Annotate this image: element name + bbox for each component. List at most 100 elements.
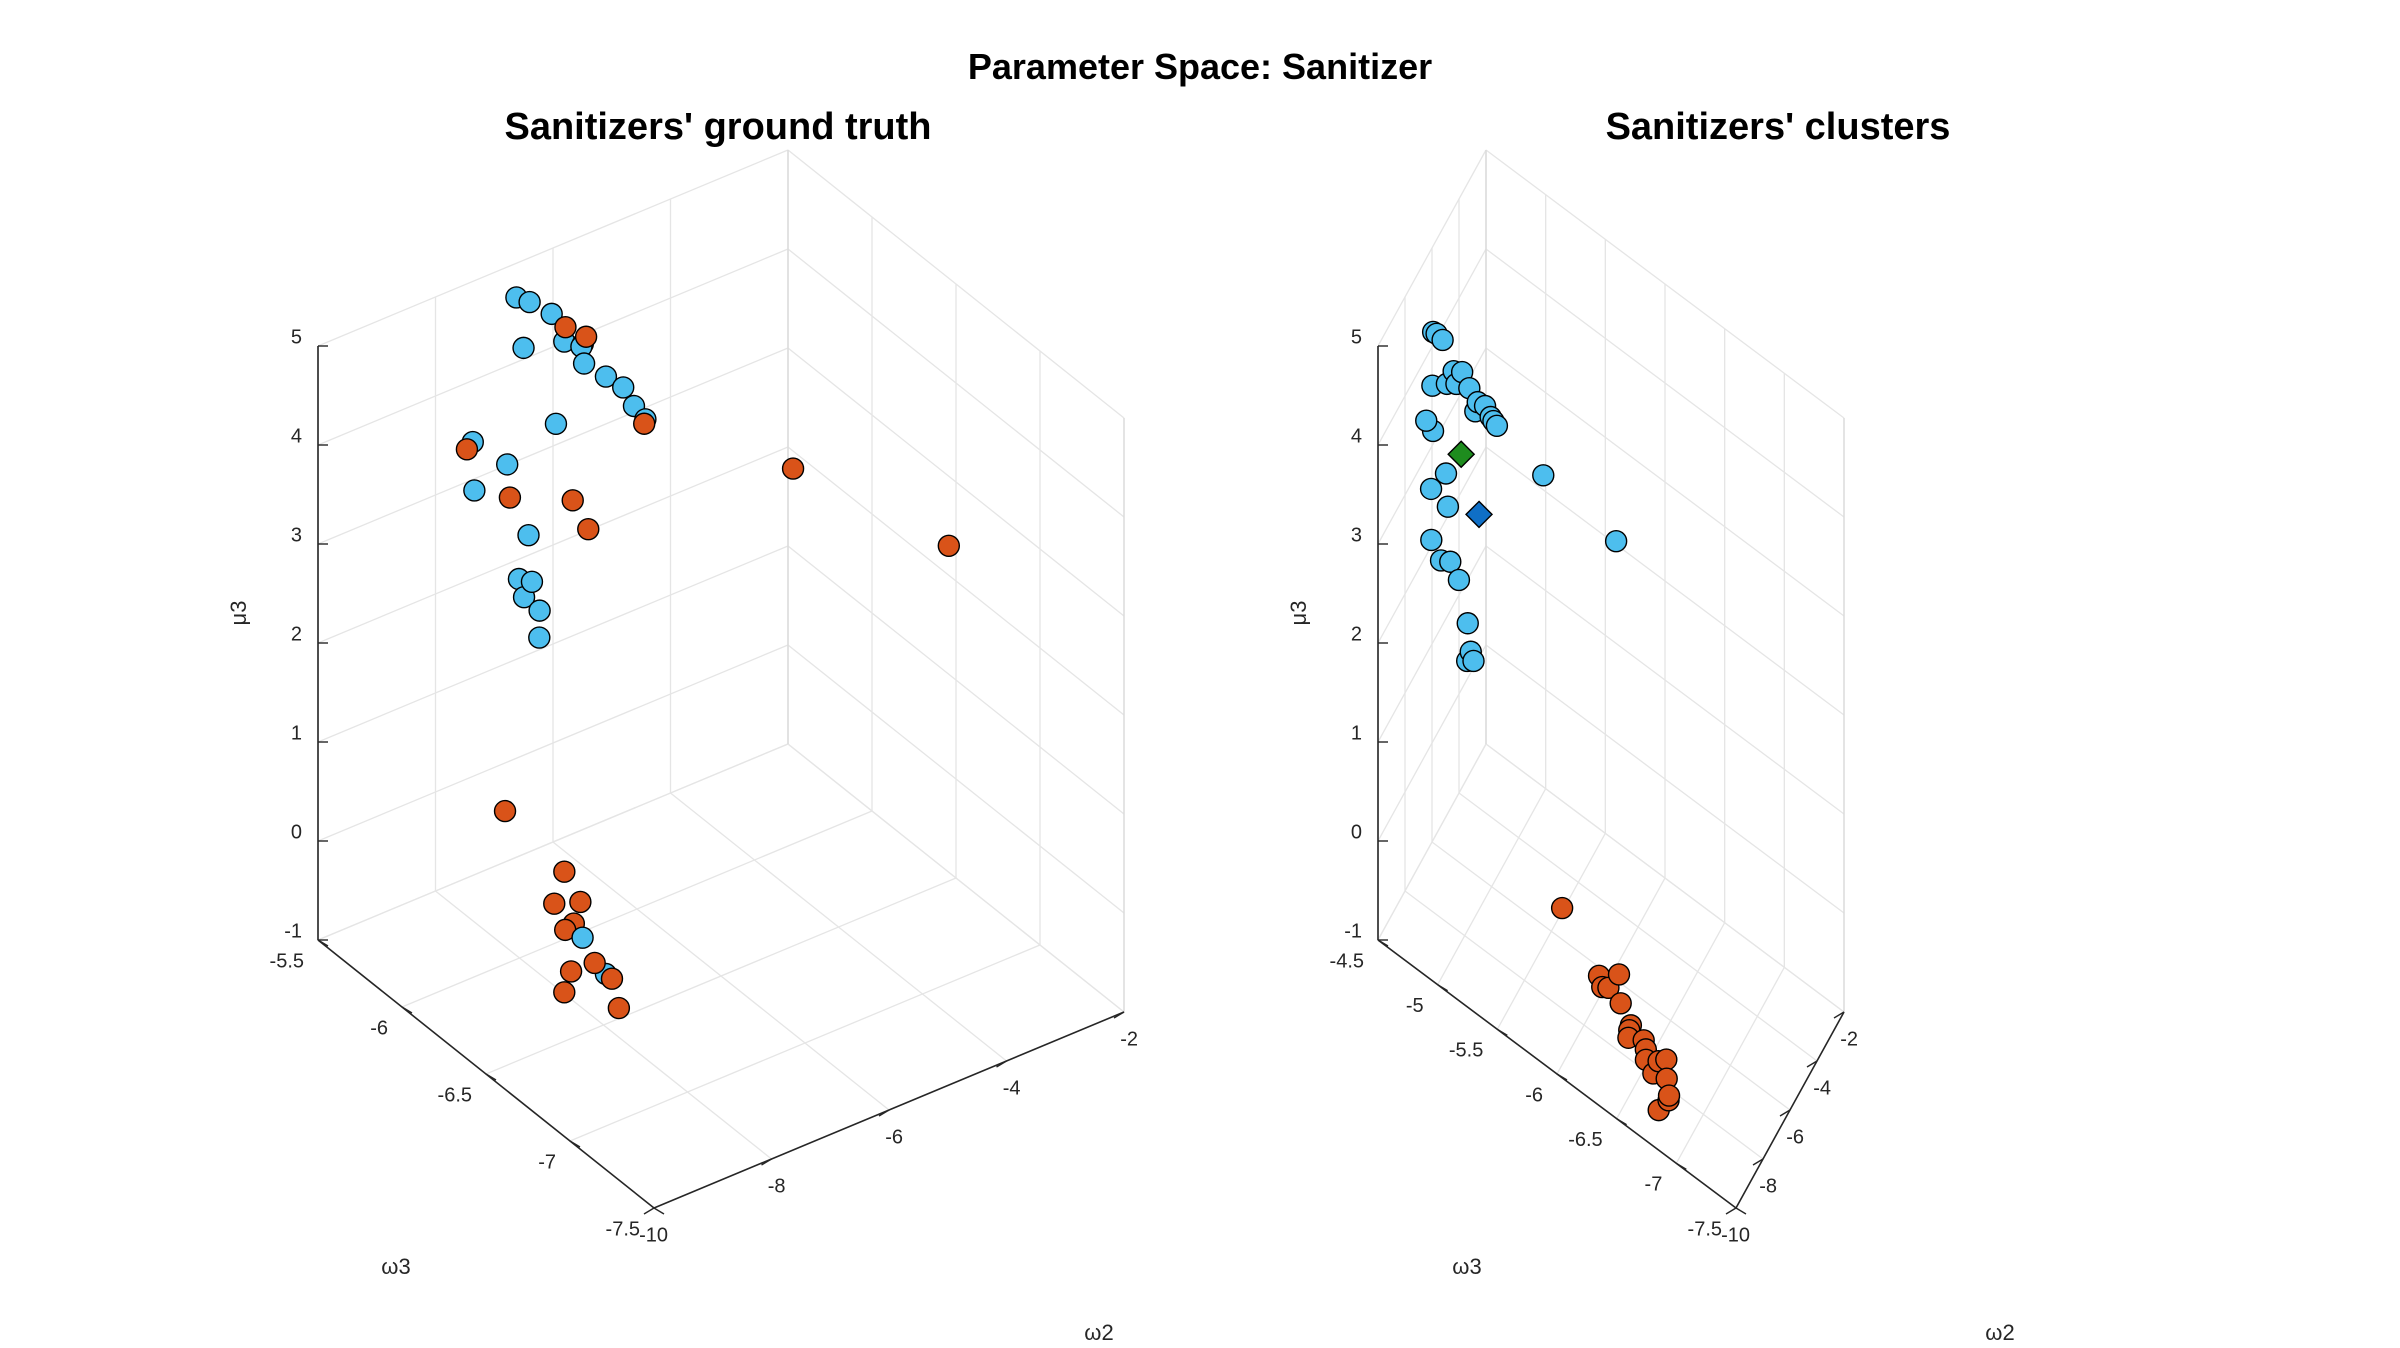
cluster-centroid-green xyxy=(1447,440,1476,469)
x-tick-label: -4 xyxy=(1003,1077,1021,1099)
x-tick xyxy=(1725,1207,1737,1215)
orange-point xyxy=(574,325,598,348)
z-tick-label: 1 xyxy=(1351,722,1362,744)
tick-labels: -10-8-6-4-2-7.5-7-6.5-6-5.5-1012345ω2ω3μ… xyxy=(226,326,1138,1345)
z-axis-label: μ3 xyxy=(226,601,251,626)
grid-line xyxy=(1377,644,1487,842)
blue-point xyxy=(1485,414,1509,437)
z-tick-label: 3 xyxy=(1351,524,1362,546)
orange-point xyxy=(1550,896,1574,920)
orange-point xyxy=(1655,1048,1678,1071)
grid-line xyxy=(401,810,873,1008)
grid-line xyxy=(1377,743,1487,941)
y-tick xyxy=(1377,939,1389,947)
z-tick-label: 5 xyxy=(291,326,302,348)
blue-point xyxy=(1420,528,1443,552)
left-plot-title: Sanitizers' ground truth xyxy=(504,106,932,148)
y-tick xyxy=(401,1006,413,1014)
orange-point xyxy=(937,534,961,557)
x-tick xyxy=(1779,1109,1791,1117)
orange-point xyxy=(498,486,522,509)
blue-point xyxy=(1456,612,1479,635)
z-tick-label: 0 xyxy=(1351,821,1362,843)
grid-line xyxy=(1377,248,1487,446)
tick-labels: -10-8-6-4-2-7.5-7-6.5-6-5.5-5-4.5-101234… xyxy=(1286,326,2015,1345)
blue-point xyxy=(1431,328,1454,352)
figure-title: Parameter Space: Sanitizer xyxy=(967,46,1433,87)
z-tick-label: 0 xyxy=(291,821,302,843)
z-tick-label: 2 xyxy=(291,623,302,645)
blue-point xyxy=(594,365,618,388)
blue-point xyxy=(571,926,594,949)
y-tick xyxy=(485,1073,497,1081)
x-tick xyxy=(643,1207,655,1215)
grid-line xyxy=(1675,967,1785,1164)
y-tick-label: -7.5 xyxy=(606,1218,640,1240)
z-tick-label: -1 xyxy=(284,920,302,942)
z-tick-label: 2 xyxy=(1351,623,1362,645)
orange-point xyxy=(553,860,576,883)
x-tick-label: -6 xyxy=(1786,1126,1804,1148)
blue-point xyxy=(1434,462,1458,485)
y-tick xyxy=(1437,984,1449,992)
y-tick-label: -5.5 xyxy=(270,950,304,972)
grid-line xyxy=(317,545,789,743)
y-tick xyxy=(1616,1118,1628,1126)
blue-point xyxy=(517,523,540,547)
orange-point xyxy=(543,892,566,915)
blue-point xyxy=(496,453,519,476)
x-tick-label: -8 xyxy=(1759,1175,1777,1197)
y-tick xyxy=(1675,1162,1687,1170)
blue-point xyxy=(572,352,596,375)
blue-point xyxy=(512,336,535,360)
y-tick xyxy=(569,1140,581,1148)
y-tick-label: -6.5 xyxy=(438,1084,472,1106)
orange-point xyxy=(561,489,584,512)
y-tick xyxy=(317,939,329,947)
data-points xyxy=(455,286,961,1020)
clusters-plot: -10-8-6-4-2-7.5-7-6.5-6-5.5-5-4.5-101234… xyxy=(1286,149,2015,1345)
orange-point xyxy=(1609,992,1632,1015)
grid-line xyxy=(485,877,957,1075)
y-tick-label: -5 xyxy=(1406,995,1424,1017)
y-tick-label: -5.5 xyxy=(1449,1040,1483,1062)
y-tick xyxy=(1735,1207,1747,1215)
blue-point xyxy=(1447,568,1471,592)
grid-line xyxy=(569,944,1041,1142)
orange-point xyxy=(607,996,631,1020)
z-tick-label: 5 xyxy=(1351,326,1362,348)
y-tick-label: -7.5 xyxy=(1688,1218,1722,1240)
x-tick-label: -10 xyxy=(639,1224,668,1246)
z-axis-label: μ3 xyxy=(1286,601,1311,626)
grid xyxy=(317,149,1125,1215)
blue-point xyxy=(1415,409,1438,432)
x-tick-label: -4 xyxy=(1813,1077,1831,1099)
orange-point xyxy=(569,890,592,914)
grid-line xyxy=(317,644,789,842)
orange-point xyxy=(559,960,583,983)
blue-point xyxy=(1532,464,1555,487)
orange-point xyxy=(1607,963,1631,986)
y-tick-label: -7 xyxy=(538,1151,556,1173)
grid-line xyxy=(317,248,789,446)
blue-point xyxy=(540,302,563,326)
x-tick-label: -2 xyxy=(1120,1028,1138,1050)
blue-point xyxy=(1462,649,1485,673)
x-tick xyxy=(1833,1011,1845,1019)
x-tick xyxy=(878,1109,890,1117)
grid-line xyxy=(317,446,789,644)
x-axis-label: ω2 xyxy=(1084,1320,1113,1345)
blue-point xyxy=(528,599,551,622)
x-tick xyxy=(1113,1011,1125,1019)
z-tick-label: -1 xyxy=(1344,920,1362,942)
blue-point xyxy=(1436,495,1460,518)
y-tick xyxy=(1556,1073,1568,1081)
blue-point xyxy=(463,479,486,502)
orange-point xyxy=(600,967,624,990)
blue-point xyxy=(1419,477,1443,501)
y-tick-label: -7 xyxy=(1645,1174,1663,1196)
cluster-centroid-blue xyxy=(1465,500,1494,529)
orange-point xyxy=(781,457,805,480)
z-tick-label: 4 xyxy=(1351,425,1362,447)
